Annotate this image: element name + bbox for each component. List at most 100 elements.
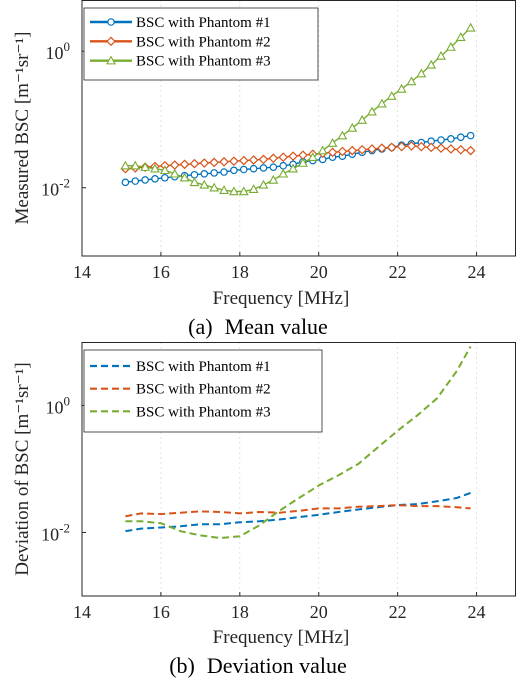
data-point	[120, 160, 131, 170]
data-point	[396, 141, 407, 152]
y-tick-base: 10	[41, 525, 59, 545]
x-tick-label: 18	[231, 262, 249, 282]
y-tick-exponent: -2	[59, 521, 70, 536]
data-point	[238, 155, 249, 166]
data-point	[219, 185, 229, 194]
data-point	[200, 169, 209, 178]
data-point	[189, 177, 200, 187]
legend: BSC with Phantom #1 BSC with Phantom #2 BS…	[83, 7, 319, 81]
data-point	[259, 164, 268, 172]
y-tick-exponent: 0	[64, 394, 71, 409]
data-point	[288, 151, 298, 162]
y-tick-label: 100	[46, 394, 71, 418]
data-point	[386, 90, 397, 100]
x-tick-label: 22	[389, 602, 407, 622]
data-point	[317, 145, 328, 155]
x-tick-label: 14	[73, 602, 91, 622]
x-tick-label: 18	[231, 602, 249, 622]
x-tick-label: 14	[73, 262, 91, 282]
data-point	[455, 144, 466, 155]
data-point	[131, 177, 140, 185]
data-point	[219, 156, 229, 167]
data-point	[357, 144, 367, 155]
data-point	[228, 186, 239, 196]
data-point	[190, 170, 199, 179]
legend: BSC with Phantom #1 BSC with Phantom #2 BS…	[83, 349, 323, 433]
data-point	[249, 164, 258, 173]
y-tick-base: 10	[46, 43, 64, 63]
data-point	[151, 175, 159, 183]
legend-entry-2: BSC with Phantom #2	[136, 382, 271, 398]
x-axis-label: Frequency [MHz]	[213, 288, 350, 309]
caption-text: Deviation value	[207, 653, 347, 678]
data-point	[230, 166, 238, 175]
data-point	[446, 144, 456, 154]
data-point	[179, 159, 190, 170]
data-point	[269, 163, 278, 171]
series-line-1	[125, 491, 471, 533]
data-point	[327, 147, 338, 158]
data-point	[248, 155, 259, 165]
data-point	[466, 131, 475, 140]
data-point	[238, 186, 249, 196]
data-point	[210, 169, 218, 177]
y-tick-base: 10	[46, 398, 64, 418]
legend-marker	[107, 18, 115, 26]
legend-box	[83, 7, 319, 81]
data-point	[229, 156, 239, 167]
x-axis-label: Frequency [MHz]	[213, 627, 350, 648]
data-point	[327, 138, 338, 147]
y-tick-exponent: 0	[64, 39, 71, 54]
data-point	[445, 41, 456, 51]
data-point	[220, 168, 228, 176]
x-tick-label: 20	[310, 602, 328, 622]
y-tick-label: 10-2	[41, 521, 70, 545]
data-point	[426, 142, 437, 153]
panel-caption: (a) Mean value	[188, 314, 328, 339]
legend-entry-1: BSC with Phantom #1	[136, 15, 271, 31]
data-point	[436, 143, 446, 154]
data-point	[179, 172, 190, 182]
legend-box	[83, 349, 323, 433]
data-point	[161, 173, 169, 182]
y-axis-label: Deviation of BSC [m⁻¹sr⁻¹]	[12, 362, 33, 576]
legend-entry-3: BSC with Phantom #3	[136, 54, 271, 70]
data-point	[141, 176, 149, 184]
x-tick-label: 24	[468, 262, 486, 282]
x-tick-label: 16	[152, 262, 170, 282]
data-point	[279, 161, 288, 170]
panel-caption: (b) Deviation value	[169, 653, 347, 678]
x-tick-label: 16	[152, 602, 170, 622]
data-point	[426, 59, 437, 69]
data-point	[278, 152, 289, 163]
data-point	[456, 133, 465, 141]
y-tick-exponent: -2	[59, 176, 70, 191]
data-point	[376, 98, 387, 108]
y-axis-label: Measured BSC [m⁻¹sr⁻¹]	[12, 32, 33, 225]
data-point	[258, 179, 269, 189]
data-point	[268, 153, 279, 164]
y-tick-label: 10-2	[41, 176, 70, 200]
legend-marker	[106, 36, 116, 47]
data-point	[189, 158, 200, 169]
data-point	[406, 76, 417, 86]
data-point	[140, 162, 151, 171]
y-tick-base: 10	[41, 180, 59, 200]
data-point	[307, 152, 318, 161]
data-point	[386, 142, 397, 153]
data-point	[130, 160, 141, 170]
x-tick-label: 22	[389, 262, 407, 282]
series-line-3	[125, 346, 472, 540]
caption-label: (a)	[188, 314, 212, 339]
legend-marker	[106, 55, 116, 65]
data-point	[337, 130, 348, 140]
data-point	[268, 174, 279, 184]
caption-text: Mean value	[225, 314, 328, 339]
data-point	[150, 163, 160, 173]
data-point	[357, 114, 368, 124]
data-point	[337, 146, 348, 157]
data-point	[169, 168, 180, 178]
